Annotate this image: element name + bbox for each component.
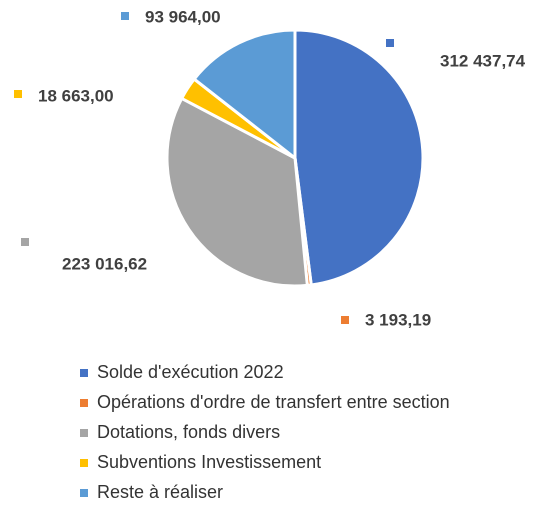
value-label: 18 663,00 <box>38 86 114 105</box>
legend-label: Opérations d'ordre de transfert entre se… <box>97 392 450 412</box>
legend-label: Subventions Investissement <box>97 452 321 472</box>
value-label: 93 964,00 <box>145 7 221 26</box>
value-label: 312 437,74 <box>440 51 526 70</box>
value-label-marker <box>121 12 129 20</box>
value-label: 3 193,19 <box>365 310 431 329</box>
legend-label: Solde d'exécution 2022 <box>97 362 284 382</box>
pie-slice <box>165 96 309 288</box>
legend-label: Reste à réaliser <box>97 482 223 502</box>
value-label-marker <box>21 238 29 246</box>
value-label-marker <box>14 90 22 98</box>
value-label-marker <box>386 39 394 47</box>
legend-marker <box>80 489 88 497</box>
legend-marker <box>80 369 88 377</box>
legend-marker <box>80 399 88 407</box>
legend-marker <box>80 429 88 437</box>
value-label: 223 016,62 <box>62 254 147 273</box>
value-label-marker <box>341 316 349 324</box>
pie-slice <box>192 28 297 162</box>
legend-label: Dotations, fonds divers <box>97 422 280 442</box>
pie-slice <box>293 28 425 287</box>
legend-marker <box>80 459 88 467</box>
